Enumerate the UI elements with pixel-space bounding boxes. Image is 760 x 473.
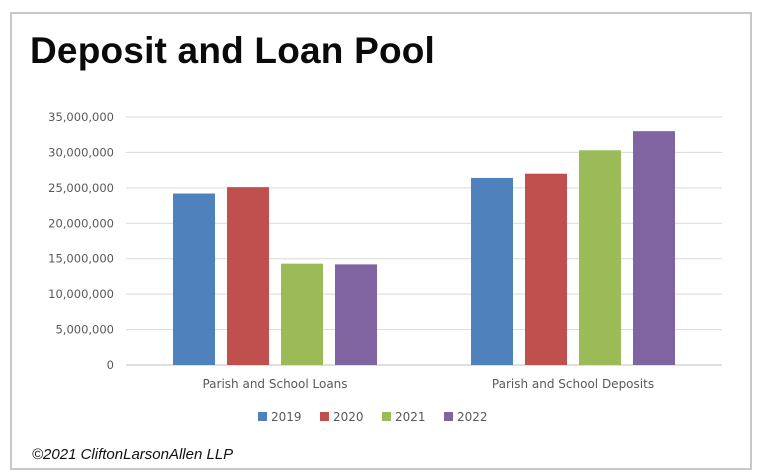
bar-2021-loans [281, 263, 323, 365]
legend-label-2022: 2022 [457, 410, 488, 424]
legend-swatch-2019 [258, 412, 267, 421]
gridlines [126, 116, 722, 366]
legend-label-2021: 2021 [395, 410, 426, 424]
x-category-label: Parish and School Deposits [492, 377, 654, 391]
legend-label-2019: 2019 [271, 410, 302, 424]
y-tick-label: 25,000,000 [48, 181, 114, 195]
bar-2019-deposits [471, 177, 513, 365]
legend-label-2020: 2020 [333, 410, 364, 424]
bar-2022-deposits [633, 131, 675, 365]
bars [173, 131, 675, 365]
chart-title: Deposit and Loan Pool [30, 30, 436, 71]
bar-2019-loans [173, 193, 215, 365]
bar-2020-deposits [525, 173, 567, 365]
x-category-label: Parish and School Loans [202, 377, 347, 391]
legend-swatch-2020 [320, 412, 329, 421]
y-tick-label: 10,000,000 [48, 287, 114, 301]
y-tick-label: 30,000,000 [48, 145, 114, 159]
bar-2020-loans [227, 187, 269, 365]
y-tick-label: 20,000,000 [48, 216, 114, 230]
legend-swatch-2021 [382, 412, 391, 421]
legend-swatch-2022 [444, 412, 453, 421]
x-axis-categories: Parish and School Loans Parish and School… [202, 377, 654, 391]
y-tick-label: 35,000,000 [48, 110, 114, 124]
y-tick-label: 15,000,000 [48, 252, 114, 266]
legend: 2019 2020 2021 2022 [258, 410, 488, 424]
y-tick-label: 5,000,000 [55, 323, 114, 337]
y-tick-label: 0 [107, 358, 114, 372]
chart-frame [10, 12, 752, 470]
copyright-footer: ©2021 CliftonLarsonAllen LLP [32, 446, 234, 463]
y-axis-ticks: 0 5,000,000 10,000,000 15,000,000 20,000,000… [48, 110, 114, 372]
bar-2022-loans [335, 264, 377, 365]
bar-2021-deposits [579, 150, 621, 365]
